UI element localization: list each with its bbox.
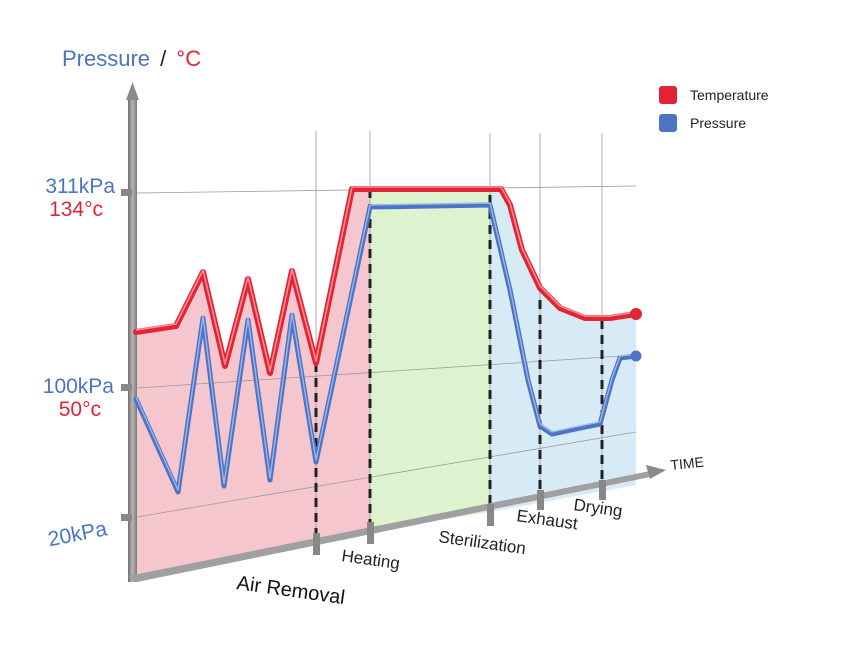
ylabel-separator: / (160, 46, 167, 71)
phase-label-drying: Drying (572, 495, 623, 521)
x-axis-label: TIME (670, 454, 705, 473)
legend-swatch-pressure (659, 114, 677, 132)
tick-label-pressure-1: 100kPa (43, 375, 115, 398)
axes (121, 82, 666, 582)
ylabel-pressure: Pressure (62, 46, 150, 71)
temperature-end-marker (630, 308, 642, 320)
tick-label-pressure-2: 20kPa (46, 517, 109, 551)
phase-label-sterilization: Sterilization (437, 527, 527, 558)
phase-label-heating: Heating (340, 546, 401, 573)
tick-label-pressure-0: 311kPa (45, 175, 115, 198)
legend: Temperature Pressure (659, 86, 769, 132)
legend-label-temperature: Temperature (690, 87, 769, 103)
tick-label-temperature-1: 50°c (59, 398, 101, 421)
legend-label-pressure: Pressure (690, 115, 746, 131)
heating-sterilization-area (370, 189, 490, 531)
tick-label-temperature-0: 134°c (49, 198, 103, 221)
phase-label-air-removal: Air Removal (235, 572, 346, 609)
phase-label-exhaust: Exhaust (515, 506, 579, 533)
legend-swatch-temperature (659, 86, 677, 104)
exhaust-drying-area (490, 189, 636, 512)
axis-title: Pressure / °C (62, 46, 201, 71)
temperature-line-highlight (135, 186, 637, 372)
pressure-end-marker (630, 350, 642, 362)
pressure-line-highlight (135, 202, 637, 491)
ylabel-temperature: °C (176, 46, 201, 71)
air-removal-area (136, 189, 370, 578)
